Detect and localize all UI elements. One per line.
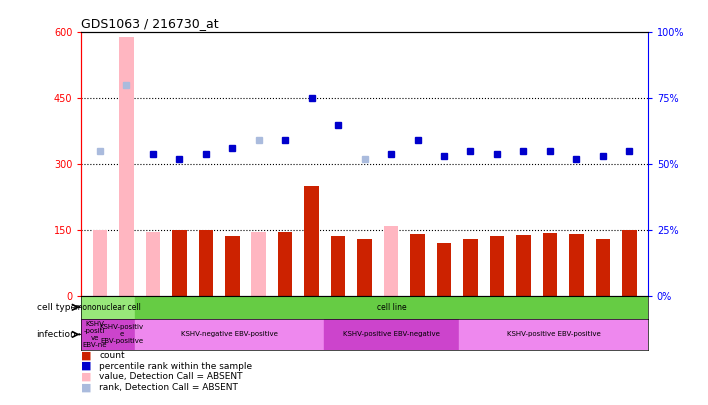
- Text: cell line: cell line: [377, 303, 406, 312]
- Bar: [459, 319, 648, 350]
- Bar: [81, 319, 108, 350]
- Text: ■: ■: [81, 361, 92, 371]
- Bar: [595, 239, 610, 296]
- Text: GDS1063 / 216730_at: GDS1063 / 216730_at: [81, 17, 219, 30]
- Bar: [622, 230, 636, 296]
- Bar: [463, 239, 478, 296]
- Text: value, Detection Call = ABSENT: value, Detection Call = ABSENT: [99, 372, 243, 381]
- Bar: [516, 235, 531, 296]
- Bar: [119, 37, 134, 296]
- Bar: [569, 234, 583, 296]
- Bar: [251, 232, 266, 296]
- Bar: [278, 232, 292, 296]
- Bar: [490, 237, 504, 296]
- Text: ■: ■: [81, 350, 92, 360]
- Bar: [198, 230, 213, 296]
- Bar: [324, 319, 459, 350]
- Bar: [81, 296, 135, 319]
- Bar: [225, 237, 239, 296]
- Text: count: count: [99, 351, 125, 360]
- Bar: [172, 230, 187, 296]
- Bar: [358, 239, 372, 296]
- Text: KSHV-positive EBV-negative: KSHV-positive EBV-negative: [343, 331, 440, 337]
- Bar: [384, 226, 399, 296]
- Text: KSHV
-positi
ve
EBV-ne: KSHV -positi ve EBV-ne: [83, 321, 107, 348]
- Text: rank, Detection Call = ABSENT: rank, Detection Call = ABSENT: [99, 383, 238, 392]
- Bar: [93, 230, 107, 296]
- Bar: [108, 319, 135, 350]
- Bar: [146, 232, 160, 296]
- Bar: [410, 234, 425, 296]
- Text: percentile rank within the sample: percentile rank within the sample: [99, 362, 252, 371]
- Text: ■: ■: [81, 382, 92, 392]
- Text: KSHV-positiv
e
EBV-positive: KSHV-positiv e EBV-positive: [100, 324, 144, 344]
- Text: cell type: cell type: [37, 303, 76, 312]
- Text: ■: ■: [81, 372, 92, 382]
- Bar: [437, 243, 451, 296]
- Text: KSHV-negative EBV-positive: KSHV-negative EBV-positive: [181, 331, 278, 337]
- Text: infection: infection: [36, 330, 76, 339]
- Bar: [304, 186, 319, 296]
- Bar: [135, 319, 324, 350]
- Bar: [331, 237, 346, 296]
- Text: KSHV-positive EBV-positive: KSHV-positive EBV-positive: [506, 331, 600, 337]
- Text: mononuclear cell: mononuclear cell: [76, 303, 142, 312]
- Bar: [542, 233, 557, 296]
